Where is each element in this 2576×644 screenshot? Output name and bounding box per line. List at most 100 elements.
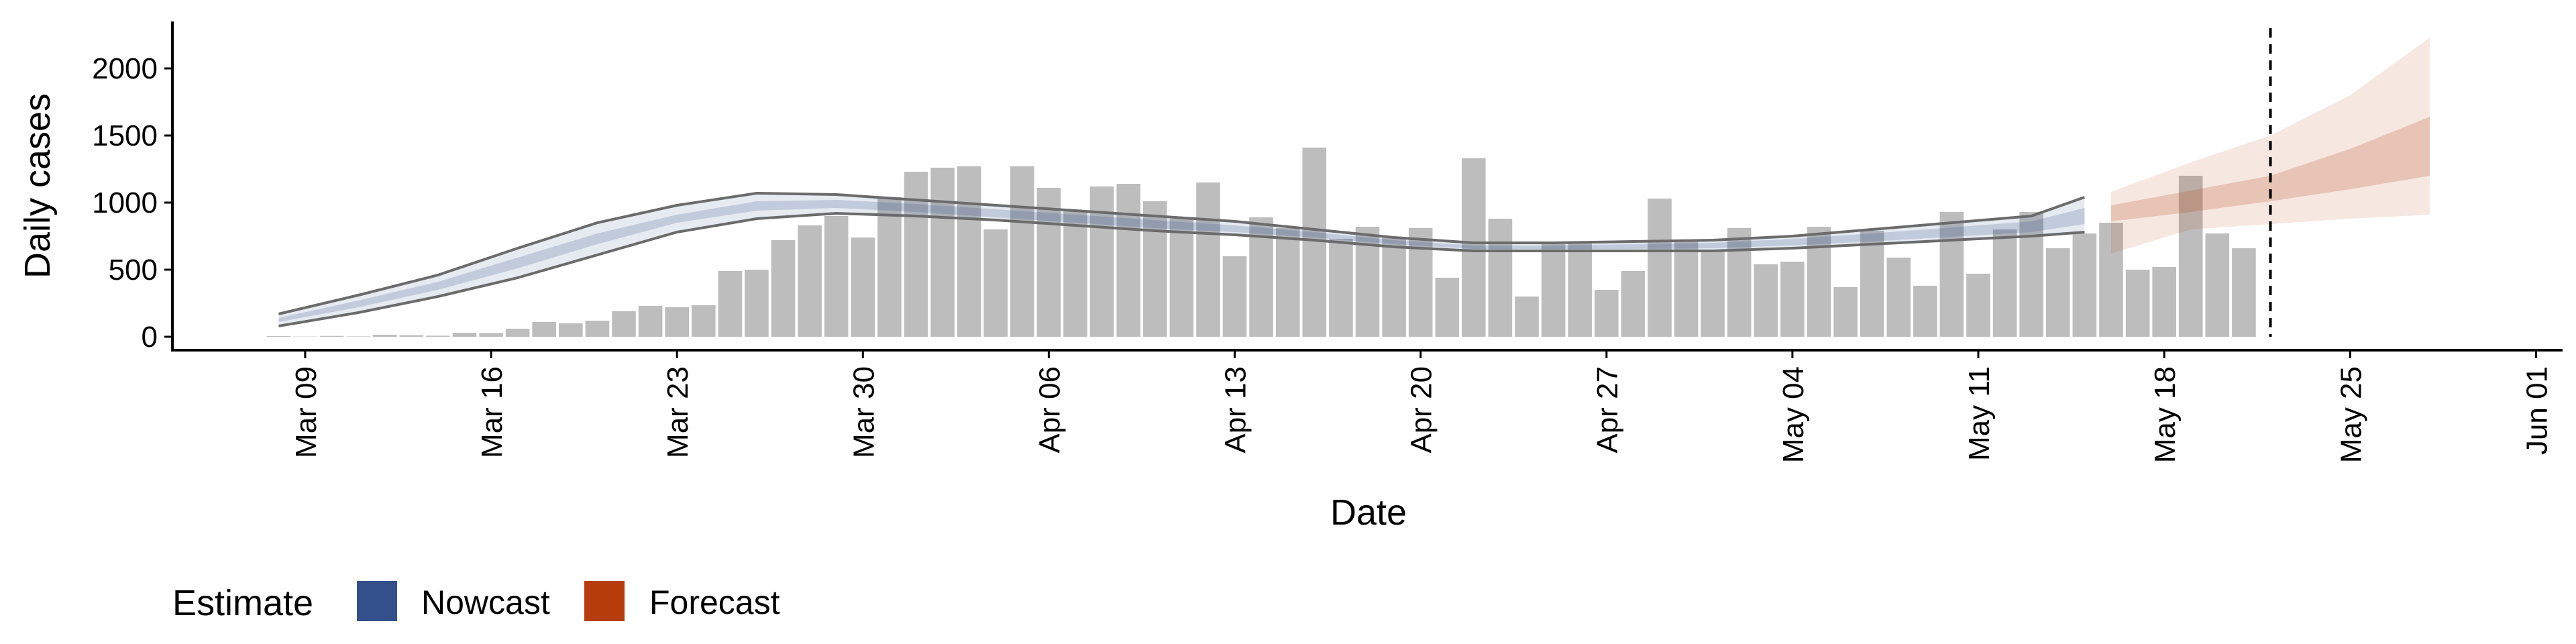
bar (1143, 201, 1167, 337)
bar (1727, 228, 1752, 337)
bar (1515, 297, 1539, 337)
y-tick-label: 2000 (92, 52, 158, 85)
nowcast-lower-line (278, 211, 2085, 327)
bar (1169, 219, 1194, 337)
bar (1886, 258, 1911, 337)
bar (2072, 233, 2097, 337)
bar (372, 335, 397, 337)
bar (1275, 228, 1300, 337)
bar (399, 335, 424, 337)
bar (1833, 287, 1858, 337)
bar (1807, 227, 1831, 337)
bar (930, 168, 955, 337)
x-tick-label: Apr 20 (1405, 366, 1438, 453)
x-tick-label: May 11 (1963, 366, 1996, 461)
legend-label-nowcast: Nowcast (421, 584, 550, 621)
bar (2232, 248, 2256, 337)
x-tick-label: Apr 27 (1591, 366, 1624, 453)
legend-label-forecast: Forecast (649, 584, 780, 621)
bar (1435, 278, 1460, 337)
bar (1462, 158, 1486, 337)
bar (2099, 223, 2123, 337)
bar (532, 322, 556, 337)
bar (1780, 262, 1805, 337)
x-tick-label: Mar 16 (476, 366, 508, 458)
y-tick-label: 500 (109, 254, 158, 286)
bar (1860, 231, 1884, 337)
bar (1568, 243, 1592, 337)
bar (505, 329, 530, 337)
bar (983, 229, 1008, 337)
bar (426, 335, 450, 337)
y-tick-label: 0 (142, 321, 158, 354)
nowcast-upper-line (278, 191, 2086, 315)
bar (346, 336, 370, 337)
legend-swatch-nowcast (357, 581, 397, 621)
bar (798, 225, 822, 337)
bar (1329, 239, 1353, 337)
bar (1196, 182, 1220, 337)
bar (1701, 250, 1725, 337)
x-axis-title: Date (1330, 492, 1407, 533)
y-axis-title: Daily cases (17, 93, 58, 278)
bar (559, 323, 583, 337)
bar (1036, 188, 1061, 337)
x-tick-label: Apr 13 (1220, 366, 1252, 453)
x-tick-label: Apr 06 (1033, 366, 1066, 453)
plot-area (266, 28, 2430, 337)
forecast-band-50 (2111, 117, 2430, 221)
x-tick-label: May 04 (1777, 366, 1810, 463)
x-axis-ticks: Mar 09 Mar 16 Mar 23 Mar 30 Apr 06 Apr 13 Apr … (290, 350, 2553, 463)
bar (1966, 274, 1990, 337)
nowcast-band-50 (278, 200, 2085, 322)
bar (1621, 271, 1646, 337)
bar (479, 333, 503, 337)
bar (1754, 264, 1778, 337)
bar (771, 240, 796, 337)
bar (2178, 176, 2203, 337)
bar (319, 335, 344, 337)
bar (904, 172, 928, 337)
bar (1408, 228, 1433, 337)
y-tick-label: 1500 (92, 119, 158, 152)
bar (1939, 212, 1964, 337)
bar (851, 237, 875, 337)
bar (2205, 233, 2230, 337)
bar (2046, 248, 2070, 337)
bar (638, 306, 663, 337)
x-tick-label: May 25 (2334, 366, 2367, 463)
bar (1063, 211, 1087, 337)
bar (1089, 186, 1114, 337)
legend-swatch-forecast (584, 581, 625, 621)
y-tick-label: 1000 (92, 186, 158, 219)
bar (1382, 237, 1406, 337)
x-tick-label: Mar 30 (847, 366, 880, 458)
bar (1222, 256, 1247, 337)
x-tick-label: Mar 23 (661, 366, 694, 458)
bar (1541, 244, 1566, 337)
bar (957, 166, 981, 337)
legend: Estimate Nowcast Forecast (172, 581, 780, 623)
bar (2125, 270, 2150, 337)
bar (1648, 199, 1672, 337)
bar (452, 333, 477, 337)
bar (745, 270, 769, 337)
bar (824, 216, 849, 337)
legend-title: Estimate (172, 583, 313, 623)
bar (1488, 219, 1513, 337)
bar (266, 336, 291, 337)
bar (718, 271, 743, 337)
bar (665, 307, 689, 337)
nowcast-band-90 (278, 193, 2085, 326)
bar (612, 311, 636, 337)
y-axis-ticks: 0 500 1000 1500 2000 (92, 52, 172, 354)
bar (692, 305, 716, 337)
bar (1116, 184, 1140, 337)
bar (585, 321, 610, 337)
x-tick-label: Jun 01 (2520, 366, 2553, 455)
bar (2152, 267, 2176, 337)
bar (1595, 290, 1619, 337)
x-tick-label: Mar 09 (290, 366, 323, 458)
bar (1010, 166, 1034, 337)
